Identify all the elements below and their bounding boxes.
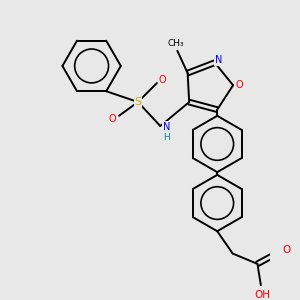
Text: N: N [214, 55, 222, 65]
Text: S: S [134, 97, 142, 107]
Text: O: O [236, 80, 243, 90]
Text: CH₃: CH₃ [167, 39, 184, 48]
Text: O: O [283, 245, 291, 255]
Text: O: O [108, 114, 116, 124]
Text: H: H [163, 133, 170, 142]
Text: OH: OH [255, 290, 271, 300]
Text: O: O [158, 75, 166, 85]
Text: N: N [163, 122, 170, 132]
